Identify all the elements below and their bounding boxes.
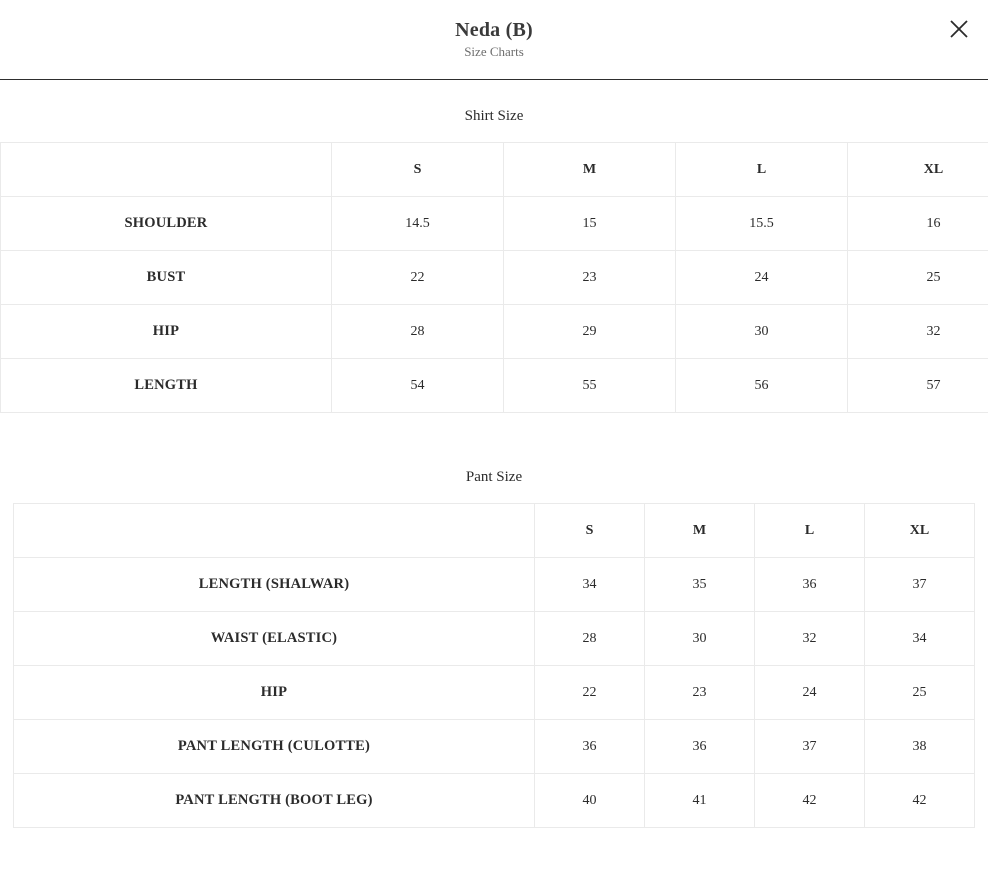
shirt-cell-bust-m: 23 xyxy=(503,250,676,305)
pant-cell-hip-l: 24 xyxy=(754,665,865,720)
pant-col-header-m: M xyxy=(644,503,755,558)
shirt-cell-bust-s: 22 xyxy=(331,250,504,305)
pant-cell-length-shalwar-s: 34 xyxy=(534,557,645,612)
shirt-row-label-length: LENGTH xyxy=(0,358,332,413)
shirt-size-section: Shirt Size S M L XL SHOULDER 14.5 15 15.… xyxy=(0,80,988,413)
table-row: LENGTH 54 55 56 57 xyxy=(0,358,988,413)
table-row: HIP 22 23 24 25 xyxy=(13,665,975,720)
pant-cell-hip-m: 23 xyxy=(644,665,755,720)
shirt-cell-hip-l: 30 xyxy=(675,304,848,359)
pant-size-section: Pant Size S M L XL LENGTH (SHALWAR) 34 3… xyxy=(0,413,988,828)
table-row: PANT LENGTH (CULOTTE) 36 36 37 38 xyxy=(13,719,975,774)
close-icon xyxy=(948,18,970,40)
pant-col-header-s: S xyxy=(534,503,645,558)
pant-cell-culotte-xl: 38 xyxy=(864,719,975,774)
shirt-col-header-l: L xyxy=(675,142,848,197)
close-button[interactable] xyxy=(942,12,976,46)
pant-size-heading: Pant Size xyxy=(465,469,523,485)
pant-cell-hip-s: 22 xyxy=(534,665,645,720)
pant-row-label-length-shalwar: LENGTH (SHALWAR) xyxy=(13,557,535,612)
table-header-row: S M L XL xyxy=(0,142,988,197)
pant-table-body: LENGTH (SHALWAR) 34 35 36 37 WAIST (ELAS… xyxy=(13,557,975,828)
table-row: BUST 22 23 24 25 xyxy=(0,250,988,305)
table-row: SHOULDER 14.5 15 15.5 16 xyxy=(0,196,988,251)
table-row: PANT LENGTH (BOOT LEG) 40 41 42 42 xyxy=(13,773,975,828)
shirt-corner-cell xyxy=(0,142,332,197)
table-row: WAIST (ELASTIC) 28 30 32 34 xyxy=(13,611,975,666)
pant-cell-culotte-m: 36 xyxy=(644,719,755,774)
shirt-row-label-shoulder: SHOULDER xyxy=(0,196,332,251)
pant-size-table: S M L XL LENGTH (SHALWAR) 34 35 36 37 WA… xyxy=(13,503,975,828)
pant-cell-length-shalwar-l: 36 xyxy=(754,557,865,612)
pant-col-header-l: L xyxy=(754,503,865,558)
shirt-cell-length-s: 54 xyxy=(331,358,504,413)
table-row: HIP 28 29 30 32 xyxy=(0,304,988,359)
table-header-row: S M L XL xyxy=(13,503,975,558)
shirt-cell-shoulder-xl: 16 xyxy=(847,196,988,251)
pant-cell-length-shalwar-m: 35 xyxy=(644,557,755,612)
pant-cell-boot-leg-m: 41 xyxy=(644,773,755,828)
table-row: LENGTH (SHALWAR) 34 35 36 37 xyxy=(13,557,975,612)
pant-cell-waist-elastic-xl: 34 xyxy=(864,611,975,666)
shirt-cell-length-xl: 57 xyxy=(847,358,988,413)
shirt-cell-shoulder-l: 15.5 xyxy=(675,196,848,251)
shirt-cell-shoulder-s: 14.5 xyxy=(331,196,504,251)
shirt-table-body: SHOULDER 14.5 15 15.5 16 BUST 22 23 24 2… xyxy=(0,196,988,413)
shirt-row-label-hip: HIP xyxy=(0,304,332,359)
shirt-cell-bust-l: 24 xyxy=(675,250,848,305)
pant-cell-boot-leg-s: 40 xyxy=(534,773,645,828)
pant-corner-cell xyxy=(13,503,535,558)
shirt-table-head: S M L XL xyxy=(0,142,988,197)
pant-row-label-hip: HIP xyxy=(13,665,535,720)
shirt-col-header-xl: XL xyxy=(847,142,988,197)
shirt-size-heading: Shirt Size xyxy=(464,108,524,124)
shirt-col-header-s: S xyxy=(331,142,504,197)
pant-cell-boot-leg-xl: 42 xyxy=(864,773,975,828)
pant-cell-boot-leg-l: 42 xyxy=(754,773,865,828)
pant-row-label-culotte: PANT LENGTH (CULOTTE) xyxy=(13,719,535,774)
modal-header: Neda (B) Size Charts xyxy=(0,0,988,80)
pant-cell-length-shalwar-xl: 37 xyxy=(864,557,975,612)
shirt-cell-hip-m: 29 xyxy=(503,304,676,359)
pant-row-label-boot-leg: PANT LENGTH (BOOT LEG) xyxy=(13,773,535,828)
pant-cell-waist-elastic-l: 32 xyxy=(754,611,865,666)
shirt-cell-length-l: 56 xyxy=(675,358,848,413)
shirt-cell-bust-xl: 25 xyxy=(847,250,988,305)
pant-col-header-xl: XL xyxy=(864,503,975,558)
pant-cell-culotte-s: 36 xyxy=(534,719,645,774)
shirt-row-label-bust: BUST xyxy=(0,250,332,305)
page-title: Neda (B) xyxy=(455,19,533,42)
shirt-col-header-m: M xyxy=(503,142,676,197)
shirt-cell-length-m: 55 xyxy=(503,358,676,413)
pant-cell-hip-xl: 25 xyxy=(864,665,975,720)
shirt-cell-shoulder-m: 15 xyxy=(503,196,676,251)
pant-cell-culotte-l: 37 xyxy=(754,719,865,774)
shirt-size-table: S M L XL SHOULDER 14.5 15 15.5 16 BUST 2… xyxy=(0,142,988,413)
page-subtitle: Size Charts xyxy=(464,44,524,60)
pant-table-head: S M L XL xyxy=(13,503,975,558)
pant-row-label-waist-elastic: WAIST (ELASTIC) xyxy=(13,611,535,666)
pant-cell-waist-elastic-m: 30 xyxy=(644,611,755,666)
shirt-cell-hip-xl: 32 xyxy=(847,304,988,359)
shirt-cell-hip-s: 28 xyxy=(331,304,504,359)
pant-cell-waist-elastic-s: 28 xyxy=(534,611,645,666)
